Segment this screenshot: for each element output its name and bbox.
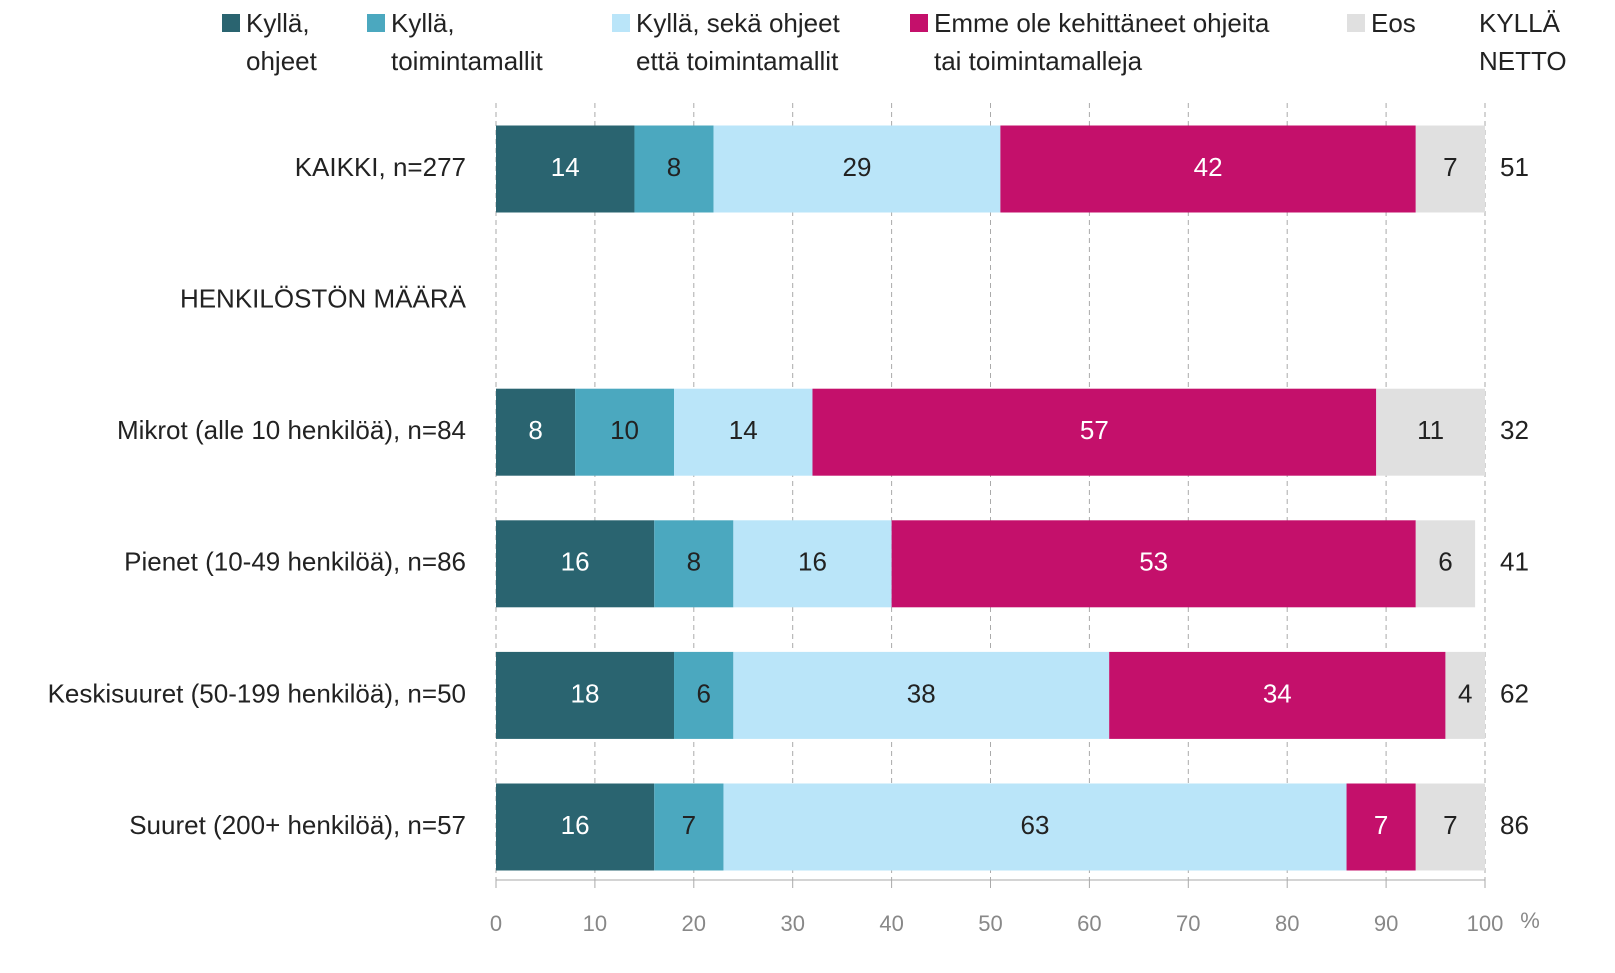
bar-segment bbox=[674, 651, 734, 739]
x-tick-label: 80 bbox=[1275, 911, 1299, 936]
x-tick-label: 30 bbox=[780, 911, 804, 936]
legend-swatch bbox=[910, 14, 928, 32]
value-label: 18 bbox=[571, 678, 600, 708]
bar-segment bbox=[654, 520, 734, 608]
bar-segment bbox=[496, 388, 576, 476]
legend-label: Eos bbox=[1371, 8, 1416, 38]
x-tick-label: 10 bbox=[583, 911, 607, 936]
bar-segment bbox=[1346, 783, 1416, 871]
legend-item: Kyllä, toimintamallit bbox=[367, 4, 543, 80]
value-label: 63 bbox=[1021, 810, 1050, 840]
netto-header: KYLLÄ NETTO bbox=[1479, 8, 1567, 76]
value-label: 10 bbox=[610, 415, 639, 445]
legend-item: Eos bbox=[1347, 4, 1416, 42]
x-tick-label: 0 bbox=[490, 911, 502, 936]
value-label: 16 bbox=[798, 547, 827, 577]
value-label: 16 bbox=[561, 810, 590, 840]
value-label: 38 bbox=[907, 678, 936, 708]
bar-segment bbox=[733, 520, 892, 608]
bar-segment bbox=[1415, 125, 1485, 213]
bar-segment bbox=[723, 783, 1347, 871]
netto-value: 41 bbox=[1500, 547, 1529, 577]
bar-segment bbox=[496, 783, 655, 871]
bar-segment bbox=[1415, 520, 1476, 608]
x-tick-label: 60 bbox=[1077, 911, 1101, 936]
legend-label: Kyllä, ohjeet bbox=[246, 8, 317, 76]
bar-segment bbox=[1445, 651, 1485, 739]
netto-value: 51 bbox=[1500, 152, 1529, 182]
value-label: 6 bbox=[696, 678, 710, 708]
x-axis-label: % bbox=[1520, 908, 1540, 933]
legend-label: Kyllä, sekä ohjeet että toimintamallit bbox=[636, 8, 840, 76]
legend-item: Kyllä, ohjeet bbox=[222, 4, 317, 80]
legend-label: Kyllä, toimintamallit bbox=[391, 8, 543, 76]
category-label: Pienet (10-49 henkilöä), n=86 bbox=[124, 547, 466, 577]
value-label: 8 bbox=[667, 152, 681, 182]
category-label: KAIKKI, n=277 bbox=[295, 152, 466, 182]
bar-segment bbox=[733, 651, 1110, 739]
x-tick-label: 90 bbox=[1374, 911, 1398, 936]
value-label: 16 bbox=[561, 547, 590, 577]
bar-segment bbox=[496, 125, 635, 213]
value-label: 8 bbox=[687, 547, 701, 577]
value-label: 6 bbox=[1438, 547, 1452, 577]
category-label: HENKILÖSTÖN MÄÄRÄ bbox=[180, 283, 467, 313]
bar-segment bbox=[1415, 783, 1485, 871]
bar-segment bbox=[1000, 125, 1416, 213]
value-label: 14 bbox=[729, 415, 758, 445]
value-label: 8 bbox=[528, 415, 542, 445]
value-label: 7 bbox=[1443, 810, 1457, 840]
netto-value: 86 bbox=[1500, 810, 1529, 840]
value-label: 34 bbox=[1263, 678, 1292, 708]
value-label: 4 bbox=[1458, 678, 1472, 708]
bar-segment bbox=[575, 388, 675, 476]
value-label: 7 bbox=[1443, 152, 1457, 182]
bar-segment bbox=[812, 388, 1377, 476]
legend-swatch bbox=[1347, 14, 1365, 32]
bar-segment bbox=[634, 125, 714, 213]
x-tick-label: 70 bbox=[1176, 911, 1200, 936]
bar-segment bbox=[654, 783, 724, 871]
legend-swatch bbox=[222, 14, 240, 32]
category-label: Suuret (200+ henkilöä), n=57 bbox=[129, 810, 466, 840]
value-label: 11 bbox=[1417, 415, 1444, 445]
category-label: Keskisuuret (50-199 henkilöä), n=50 bbox=[48, 678, 466, 708]
value-label: 7 bbox=[1374, 810, 1388, 840]
bar-segment bbox=[713, 125, 1001, 213]
bar-segment bbox=[496, 520, 655, 608]
x-tick-label: 40 bbox=[879, 911, 903, 936]
x-tick-label: 20 bbox=[682, 911, 706, 936]
netto-value: 32 bbox=[1500, 415, 1529, 445]
netto-value: 62 bbox=[1500, 678, 1529, 708]
legend-swatch bbox=[367, 14, 385, 32]
x-tick-label: 50 bbox=[978, 911, 1002, 936]
legend-item: Emme ole kehittäneet ohjeita tai toimint… bbox=[910, 4, 1269, 80]
bar-segment bbox=[674, 388, 813, 476]
category-label: Mikrot (alle 10 henkilöä), n=84 bbox=[117, 415, 466, 445]
bar-segment bbox=[891, 520, 1416, 608]
value-label: 29 bbox=[843, 152, 872, 182]
value-label: 53 bbox=[1139, 547, 1168, 577]
legend-item: Kyllä, sekä ohjeet että toimintamallit bbox=[612, 4, 840, 80]
bar-segment bbox=[496, 651, 675, 739]
value-label: 7 bbox=[682, 810, 696, 840]
x-tick-label: 100 bbox=[1467, 911, 1504, 936]
value-label: 57 bbox=[1080, 415, 1109, 445]
bar-segment bbox=[1109, 651, 1446, 739]
legend-label: Emme ole kehittäneet ohjeita tai toimint… bbox=[934, 8, 1270, 76]
value-label: 42 bbox=[1194, 152, 1223, 182]
value-label: 14 bbox=[551, 152, 580, 182]
bar-segment bbox=[1376, 388, 1485, 476]
legend-swatch bbox=[612, 14, 630, 32]
